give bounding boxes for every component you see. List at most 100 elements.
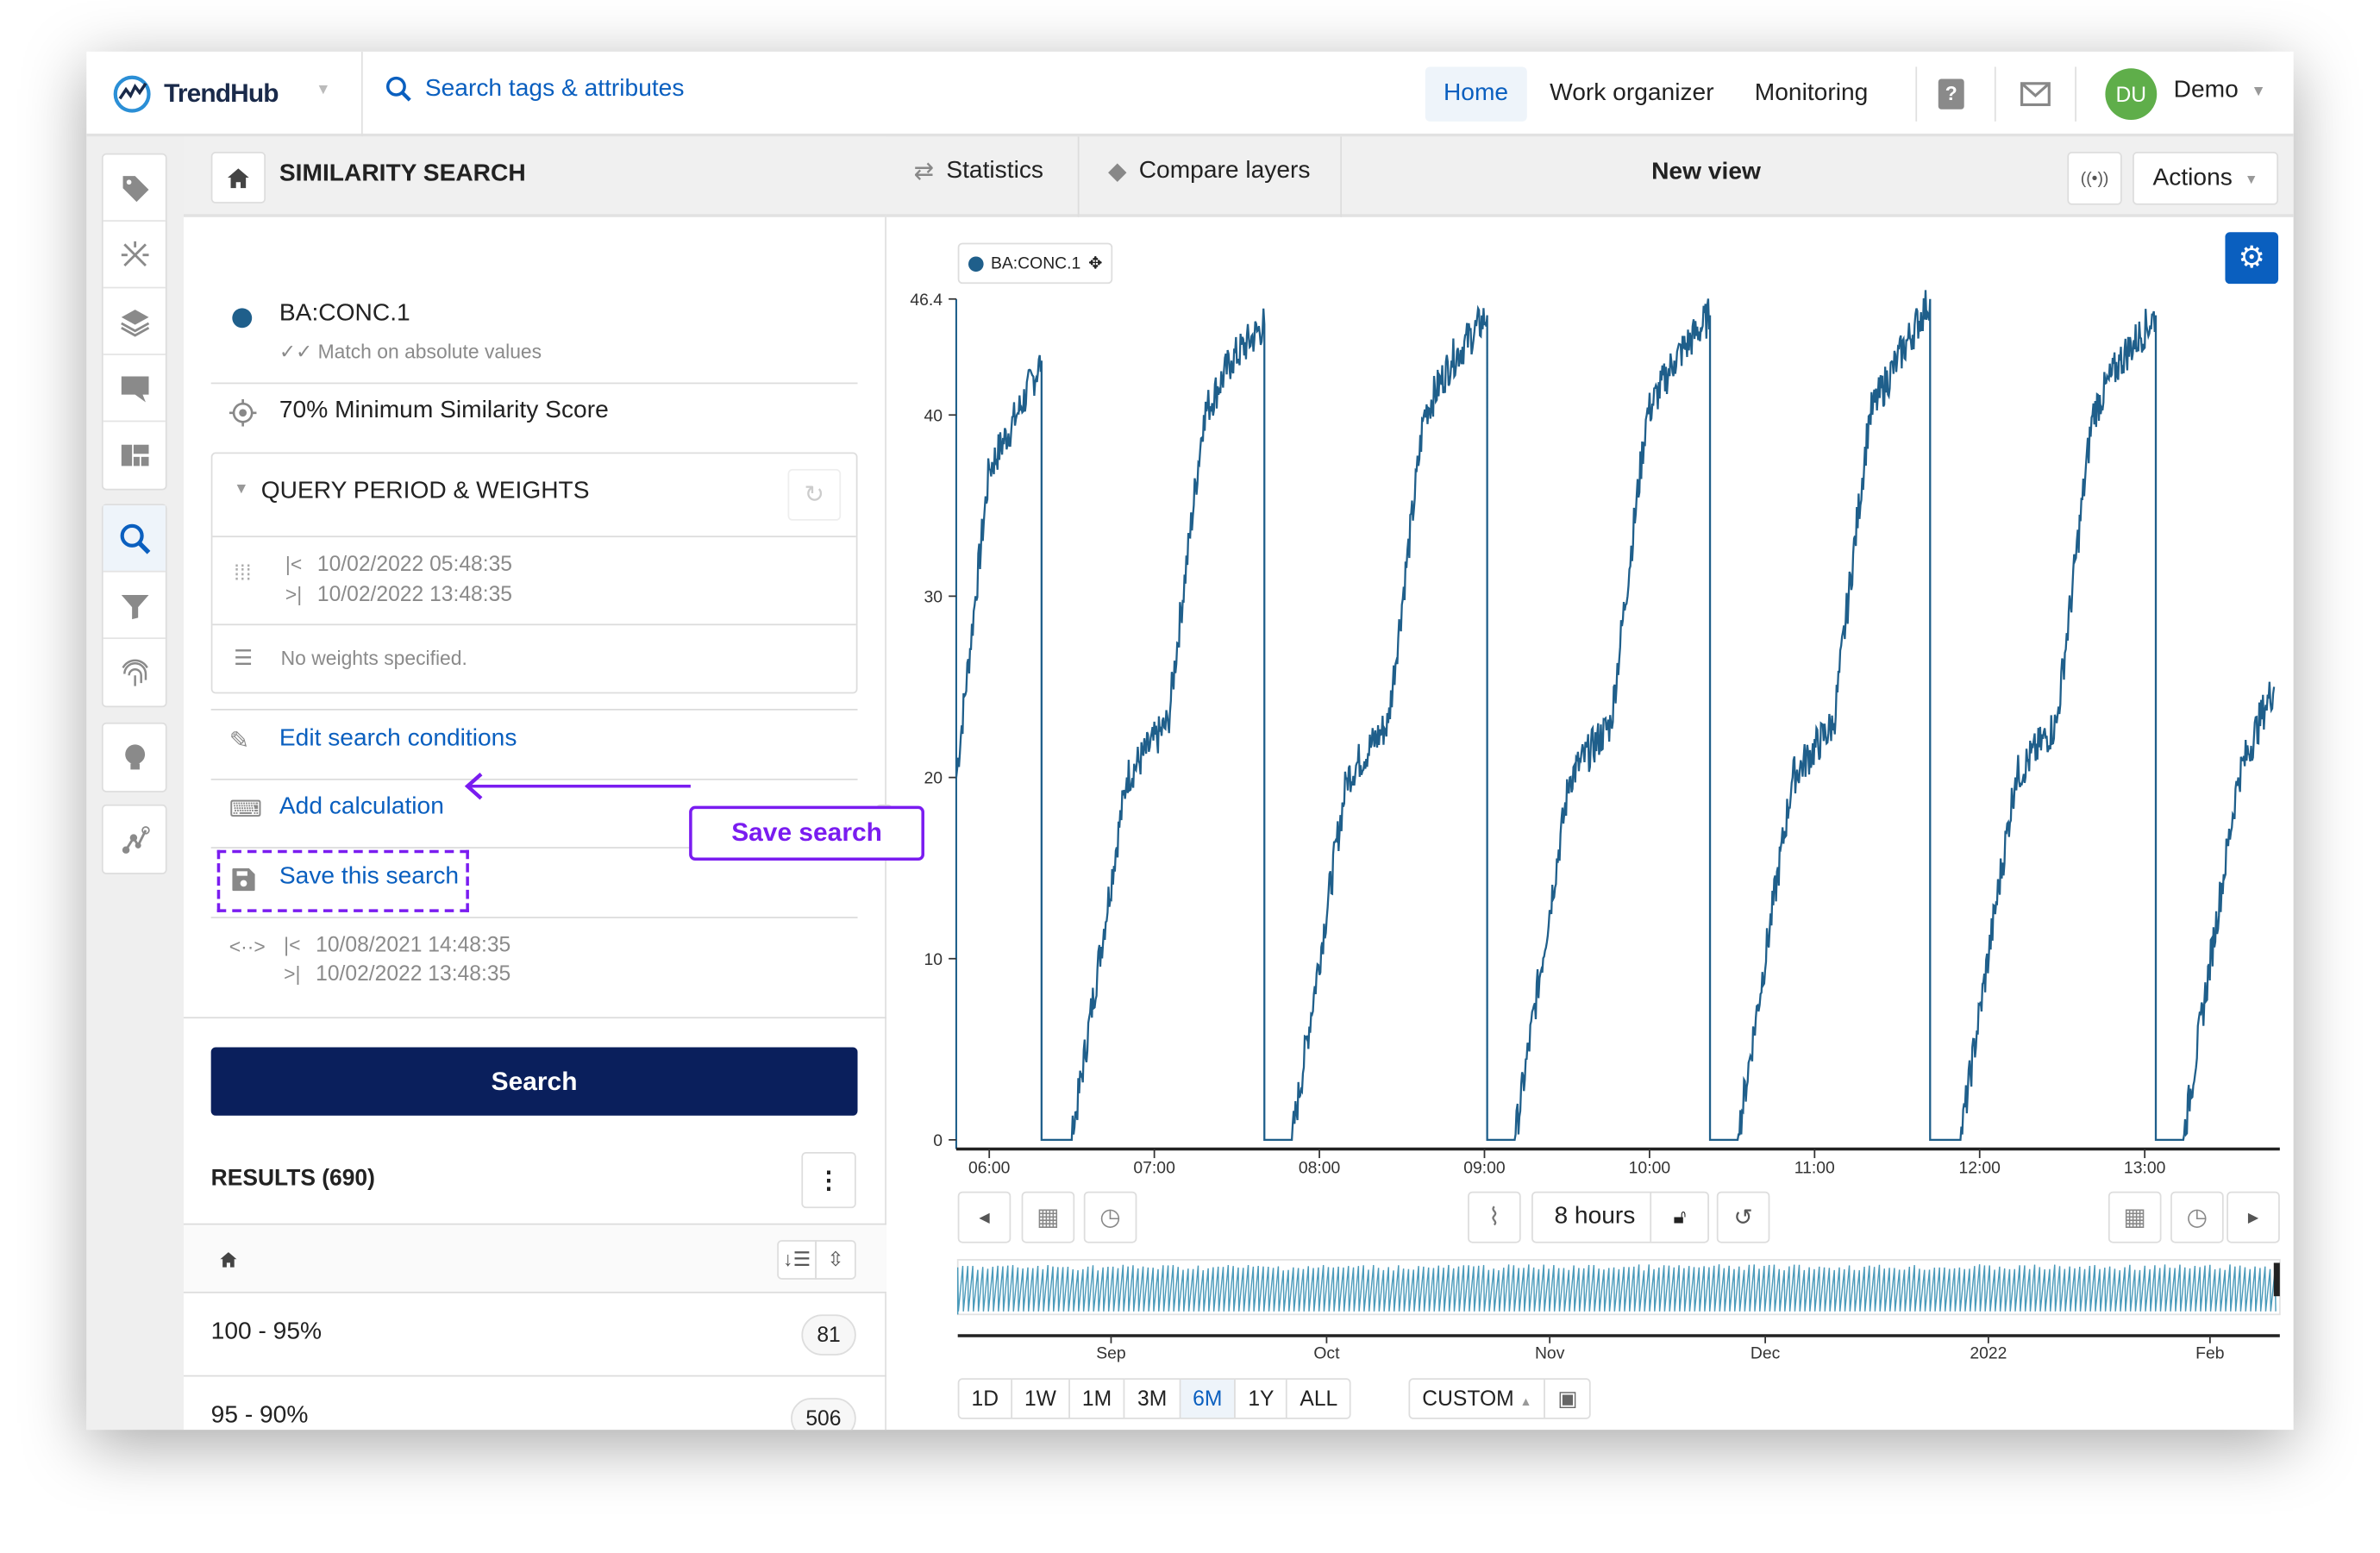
search-button[interactable]: Search <box>210 1047 858 1116</box>
series-dot <box>968 255 984 272</box>
result-count-badge: 81 <box>801 1314 856 1356</box>
comment-icon[interactable] <box>103 355 166 423</box>
logo[interactable]: TrendHub <box>112 74 279 114</box>
graph-icon[interactable] <box>103 806 166 873</box>
tab-label: Statistics <box>946 158 1043 184</box>
nav-home[interactable]: Home <box>1425 66 1527 122</box>
save-search-callout: Save search <box>689 805 924 861</box>
home-icon[interactable] <box>220 1252 237 1268</box>
nav-monitoring[interactable]: Monitoring <box>1754 80 1869 107</box>
navigator-tick-label: Dec <box>1751 1343 1781 1362</box>
fingerprint-icon[interactable] <box>103 639 166 705</box>
add-calculation-link[interactable]: Add calculation <box>279 793 444 820</box>
x-tick-label: 13:00 <box>2124 1159 2166 1178</box>
search-range-start[interactable]: 10/08/2021 14:48:35 <box>316 931 511 956</box>
chart-settings-button[interactable]: ⚙ <box>2225 232 2279 285</box>
reset-button[interactable]: ↻ <box>787 468 842 521</box>
range-button-1d[interactable]: 1D <box>959 1380 1012 1418</box>
duration-field[interactable]: 8 hours 🔓︎ <box>1531 1191 1709 1243</box>
tool-rail <box>86 136 184 1431</box>
query-start[interactable]: 10/02/2022 05:48:35 <box>316 550 513 576</box>
unlock-icon[interactable]: 🔓︎ <box>1650 1193 1707 1242</box>
top-bar: TrendHub ▼ Search tags & attributes Home… <box>86 51 2294 137</box>
tag-icon[interactable] <box>103 155 166 222</box>
date-range-picker-icon[interactable]: ▣ <box>1557 1386 1578 1411</box>
match-mode: ✓✓ Match on absolute values <box>279 340 542 363</box>
results-menu-button[interactable]: ⋮ <box>801 1151 856 1209</box>
search-tags-input[interactable]: Search tags & attributes <box>385 76 684 103</box>
home-button[interactable] <box>210 152 266 204</box>
layers-icon[interactable] <box>103 288 166 355</box>
range-button-all[interactable]: ALL <box>1300 1386 1338 1411</box>
range-button-1y[interactable]: 1Y <box>1236 1380 1288 1418</box>
actions-button[interactable]: Actions ▼ <box>2133 152 2279 205</box>
trend-chart[interactable]: 46.4 40 30 20 10 0 06:00 07:00 08:00 09:00 10:00 11… <box>886 136 2294 1430</box>
view-title[interactable]: New view <box>1651 159 1761 185</box>
result-row[interactable]: 100 - 95% 81 <box>183 1293 886 1377</box>
avatar[interactable]: DU <box>2105 68 2158 121</box>
search-range-end[interactable]: 10/02/2022 13:48:35 <box>316 961 511 986</box>
custom-range-button[interactable]: CUSTOM ▲ <box>1410 1380 1546 1418</box>
search-icon[interactable] <box>103 505 166 573</box>
save-search-highlight <box>216 849 469 912</box>
custom-range: CUSTOM ▲ ▣ <box>1408 1378 1592 1419</box>
period-icon: ⁞⁞⁞ <box>234 560 252 585</box>
calendar-icon: ▦ <box>1037 1205 1060 1231</box>
y-tick-label: 46.4 <box>910 291 943 310</box>
expand-collapse-button[interactable]: ⇳ <box>815 1240 856 1280</box>
annotation-arrow <box>464 773 691 800</box>
lightbulb-icon[interactable] <box>103 724 166 791</box>
filter-icon[interactable] <box>103 573 166 640</box>
kebab-icon: ⋮ <box>816 1168 842 1194</box>
save-this-search-link[interactable]: Save this search <box>279 863 460 890</box>
panel-title: SIMILARITY SEARCH <box>279 160 526 187</box>
history-button[interactable]: ↺ <box>1716 1191 1770 1243</box>
start-time-button[interactable]: ◷ <box>1083 1191 1137 1243</box>
x-tick-label: 09:00 <box>1463 1159 1506 1178</box>
range-button-3m[interactable]: 3M <box>1125 1380 1181 1418</box>
series-line-ba-conc-1 <box>955 290 2276 1142</box>
move-icon: ✥ <box>1088 254 1103 273</box>
expand-icon: ⇳ <box>827 1247 844 1271</box>
min-similarity-score[interactable]: 70% Minimum Similarity Score <box>279 398 609 424</box>
clock-icon: ◷ <box>1099 1205 1121 1231</box>
mail-icon[interactable] <box>2020 82 2051 107</box>
end-date-button[interactable]: ▦ <box>2108 1191 2162 1243</box>
help-icon[interactable]: ? <box>1938 78 1964 110</box>
pan-left-button[interactable]: ◀ <box>957 1191 1012 1243</box>
user-menu-caret-icon[interactable]: ▼ <box>2251 83 2266 101</box>
range-button-1w[interactable]: 1W <box>1012 1380 1070 1418</box>
tag-name[interactable]: BA:CONC.1 <box>279 300 410 327</box>
query-end[interactable]: 10/02/2022 13:48:35 <box>316 581 513 606</box>
magic-wand-icon[interactable] <box>103 222 166 289</box>
sort-button[interactable]: ↓☰ <box>777 1240 817 1280</box>
start-date-button[interactable]: ▦ <box>1021 1191 1075 1243</box>
app-switcher-caret-icon[interactable]: ▼ <box>316 82 331 99</box>
live-button[interactable]: ((•)) <box>2067 152 2122 205</box>
history-icon: ↺ <box>1733 1205 1753 1231</box>
nav-work-organizer[interactable]: Work organizer <box>1550 80 1714 107</box>
range-button-6m[interactable]: 6M <box>1181 1380 1237 1418</box>
similarity-search-panel: SIMILARITY SEARCH BA:CONC.1 ✓✓ Match on … <box>183 136 892 1431</box>
end-time-button[interactable]: ◷ <box>2170 1191 2224 1243</box>
range-button-1m[interactable]: 1M <box>1070 1380 1125 1418</box>
legend-chip[interactable]: BA:CONC.1 ✥ <box>957 242 1113 285</box>
tab-compare-layers[interactable]: ◆ Compare layers <box>1108 156 1311 186</box>
navigator-tick-label: Oct <box>1313 1343 1340 1362</box>
trendhub-logo-icon <box>113 75 151 113</box>
layers-icon: ◆ <box>1107 159 1127 185</box>
navigator-series <box>956 1264 2277 1315</box>
app-window: TrendHub ▼ Search tags & attributes Home… <box>86 51 2294 1431</box>
search-range-icon: <··> <box>229 935 266 958</box>
result-row[interactable]: 95 - 90% 506 <box>184 1377 886 1431</box>
tab-statistics[interactable]: ⇄ Statistics <box>914 156 1043 186</box>
dashboard-icon[interactable] <box>103 422 166 488</box>
collapse-caret-icon[interactable]: ▼ <box>234 480 249 498</box>
interpolation-button[interactable]: ⌇ <box>1468 1191 1521 1243</box>
query-period-title[interactable]: QUERY PERIOD & WEIGHTS <box>260 478 590 504</box>
edit-search-conditions-link[interactable]: Edit search conditions <box>279 725 517 752</box>
x-tick-label: 11:00 <box>1794 1159 1835 1178</box>
pan-right-button[interactable]: ▶ <box>2227 1191 2280 1243</box>
navigator-tick-label: Sep <box>1096 1343 1125 1362</box>
user-name[interactable]: Demo <box>2173 77 2239 103</box>
